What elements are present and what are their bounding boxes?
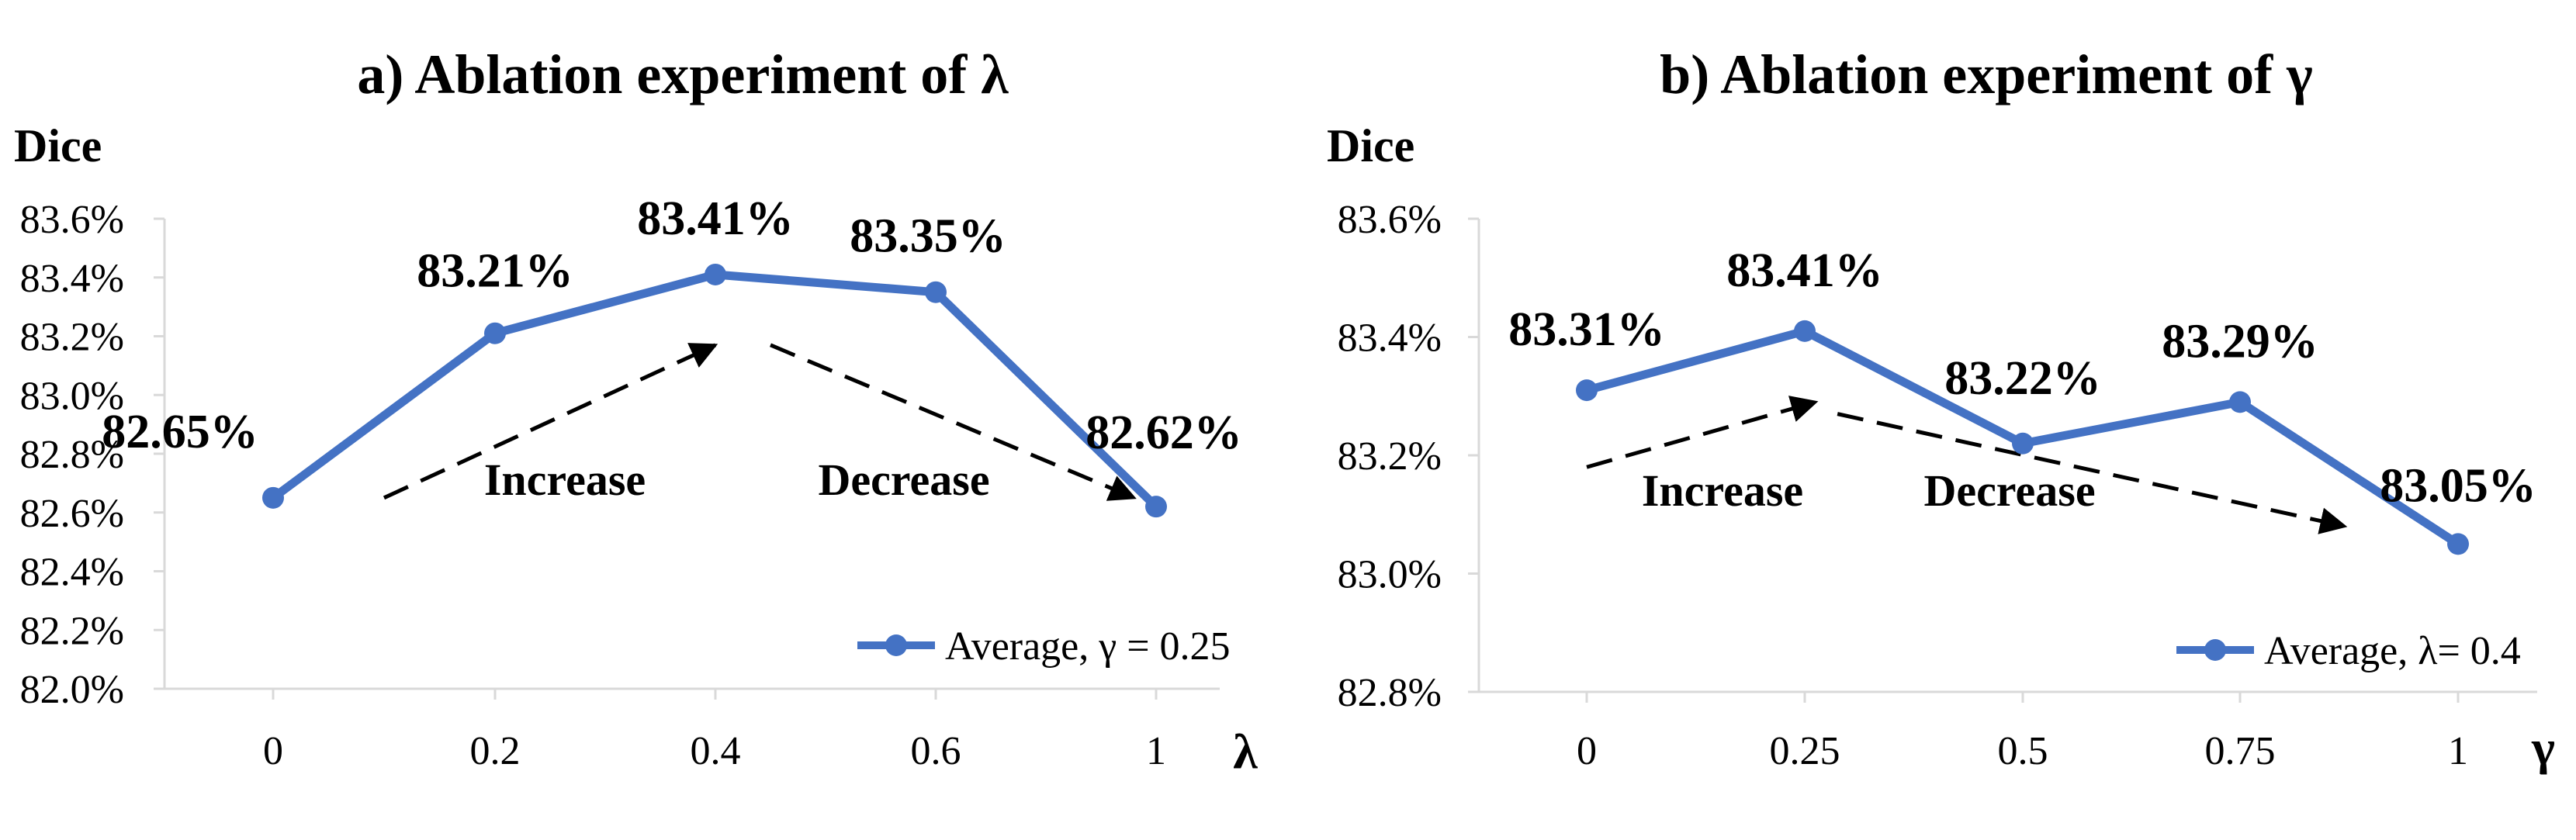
chart-b-data-labels: 83.31% 83.41% 83.22% 83.29% 83.05% <box>1508 244 2536 513</box>
y-tick-label: 83.6% <box>1338 198 1442 242</box>
y-tick-label: 82.4% <box>20 551 124 595</box>
trend-arrow <box>770 343 1137 501</box>
x-tick-label: 0.25 <box>1770 729 1840 773</box>
chart-a: a) Ablation experiment of λ Dice 82.0%82… <box>14 43 1258 779</box>
data-point <box>484 322 506 344</box>
x-tick-label: 1 <box>1146 729 1166 773</box>
chart-a-yticks: 82.0% 82.2% 82.4% 82.6% 82.8% 83.0% 83.2% 83.4%… <box>20 198 124 712</box>
x-tick-label: 0 <box>263 729 283 773</box>
data-point <box>2447 533 2469 555</box>
chart-a-tick-marks <box>154 217 1158 700</box>
chart-b-legend-label: Average, λ= 0.4 <box>2264 629 2521 673</box>
data-label: 83.21% <box>417 245 573 298</box>
chart-b-annotations: Increase Decrease <box>1642 465 2096 516</box>
data-label: 82.65% <box>102 406 258 458</box>
chart-b: b) Ablation experiment of γ Dice 82.8% 83… <box>1327 43 2555 775</box>
trend-arrow <box>1837 412 2348 534</box>
data-label: 83.31% <box>1508 303 1665 356</box>
data-label: 82.62% <box>1085 406 1242 459</box>
chart-b-points <box>1576 320 2469 555</box>
x-tick-label: 0.2 <box>470 729 521 773</box>
chart-b-legend-marker <box>2204 639 2226 661</box>
data-label: 83.35% <box>850 210 1006 263</box>
y-tick-label: 83.0% <box>20 374 124 418</box>
data-label: 83.41% <box>637 192 794 245</box>
y-tick-label: 83.6% <box>20 198 124 242</box>
data-point <box>1794 320 1816 342</box>
y-tick-label: 83.4% <box>1338 316 1442 361</box>
data-point <box>925 281 947 303</box>
x-tick-label: 0 <box>1577 729 1597 773</box>
y-tick-label: 83.0% <box>1338 553 1442 597</box>
chart-a-legend: Average, γ = 0.25 <box>857 624 1231 669</box>
data-label: 83.22% <box>1944 352 2101 405</box>
chart-b-ylabel: Dice <box>1327 120 1414 171</box>
chart-a-legend-marker <box>885 634 907 656</box>
trend-annotation: Increase <box>484 455 646 505</box>
chart-a-annotations: Increase Decrease <box>484 455 990 505</box>
x-tick-label: 1 <box>2448 729 2468 773</box>
trend-arrow <box>383 343 718 500</box>
chart-b-arrows <box>1586 396 2348 534</box>
data-point <box>262 486 284 509</box>
chart-a-xlabel: λ <box>1233 724 1258 779</box>
data-label: 83.29% <box>2162 315 2318 368</box>
y-tick-label: 83.2% <box>1338 434 1442 479</box>
data-label: 83.41% <box>1726 244 1883 297</box>
chart-a-legend-label: Average, γ = 0.25 <box>945 624 1231 669</box>
y-tick-label: 82.8% <box>20 433 124 477</box>
data-label: 83.05% <box>2380 459 2536 512</box>
x-tick-label: 0.5 <box>1998 729 2048 773</box>
y-tick-label: 83.2% <box>20 316 124 360</box>
trend-annotation: Decrease <box>1923 465 2095 516</box>
chart-b-xticks: 0 0.25 0.5 0.75 1 <box>1577 729 2468 773</box>
chart-b-yticks: 82.8% 83.0% 83.2% 83.4% 83.6% <box>1338 198 1442 715</box>
trend-arrow <box>1586 396 1819 469</box>
chart-a-points <box>262 263 1167 518</box>
chart-a-ylabel: Dice <box>14 120 102 171</box>
y-tick-label: 82.8% <box>1338 671 1442 715</box>
y-tick-label: 82.6% <box>20 492 124 536</box>
data-point <box>705 263 726 285</box>
chart-a-title: a) Ablation experiment of λ <box>357 43 1009 105</box>
data-point <box>2012 432 2034 455</box>
data-point <box>1576 379 1598 402</box>
x-tick-label: 0.6 <box>911 729 961 773</box>
chart-b-legend: Average, λ= 0.4 <box>2176 629 2521 673</box>
trend-annotation: Decrease <box>818 455 989 505</box>
y-tick-label: 82.0% <box>20 668 124 712</box>
trend-annotation: Increase <box>1642 465 1803 516</box>
chart-b-xlabel: γ <box>2531 720 2555 775</box>
x-tick-label: 0.75 <box>2205 729 2276 773</box>
data-point <box>1145 496 1167 518</box>
chart-b-tick-marks <box>1468 217 2460 703</box>
y-tick-label: 83.4% <box>20 257 124 301</box>
chart-a-series-line <box>270 270 1159 510</box>
y-tick-label: 82.2% <box>20 609 124 653</box>
chart-b-title: b) Ablation experiment of γ <box>1660 43 2313 105</box>
data-point <box>2229 391 2251 413</box>
chart-a-xticks: 0 0.2 0.4 0.6 1 <box>263 729 1166 773</box>
x-tick-label: 0.4 <box>691 729 741 773</box>
chart-a-data-labels: 82.65% 83.21% 83.41% 83.35% 82.62% <box>102 192 1242 459</box>
chart-a-arrows <box>383 343 1137 501</box>
